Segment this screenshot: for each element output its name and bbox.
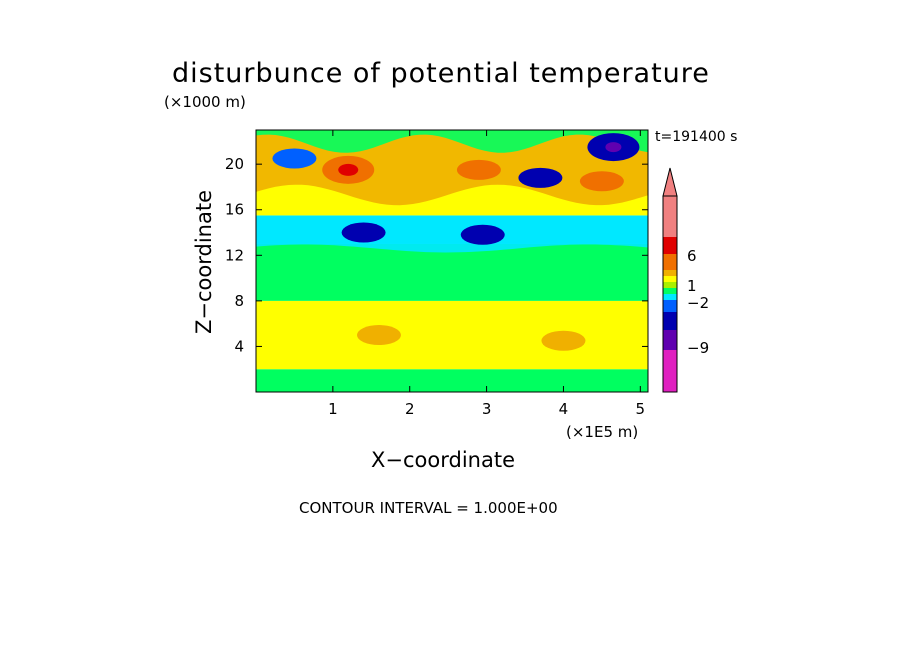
colorbar-arrow bbox=[662, 167, 678, 197]
y-tick-label: 20 bbox=[225, 155, 244, 173]
plot-frame bbox=[255, 129, 649, 393]
y-tick-label: 16 bbox=[225, 201, 244, 219]
colorbar-swatch bbox=[663, 276, 677, 282]
contour-feature bbox=[356, 325, 401, 346]
x-tick-label: 1 bbox=[328, 400, 338, 418]
contour-interval-label: CONTOUR INTERVAL = 1.000E+00 bbox=[299, 499, 558, 517]
field-band bbox=[256, 300, 648, 370]
x-tick-label: 3 bbox=[482, 400, 492, 418]
colorbar-swatch bbox=[663, 254, 677, 270]
x-axis: 1 2 3 4 5 bbox=[328, 130, 645, 418]
time-label: t=191400 s bbox=[655, 129, 738, 145]
colorbar-frame bbox=[662, 195, 678, 393]
y-axis-unit: (×1000 m) bbox=[164, 93, 246, 111]
y-tick-label: 4 bbox=[234, 337, 244, 355]
colorbar-swatch bbox=[663, 196, 677, 237]
x-axis-label: X−coordinate bbox=[371, 448, 515, 472]
colorbar-swatch bbox=[663, 282, 677, 288]
y-tick-label: 8 bbox=[234, 292, 244, 310]
contour-feature bbox=[456, 159, 501, 180]
contour-feature bbox=[272, 148, 317, 169]
colorbar-swatch bbox=[663, 300, 677, 312]
colorbar-label: 1 bbox=[687, 277, 697, 295]
y-tick-label: 12 bbox=[225, 246, 244, 264]
contour-field bbox=[256, 130, 648, 392]
contour-layer bbox=[256, 266, 648, 278]
colorbar-swatch bbox=[663, 288, 677, 294]
field-band bbox=[256, 369, 648, 392]
colorbar: 6 1−2 −9 bbox=[662, 167, 709, 393]
colorbar-swatch bbox=[663, 350, 677, 392]
colorbar-swatch bbox=[663, 294, 677, 300]
contour-layer bbox=[256, 130, 648, 153]
contour-layer bbox=[256, 241, 648, 253]
contour-feature bbox=[579, 171, 624, 192]
contour-feature-core bbox=[338, 163, 359, 176]
colorbar-swatch bbox=[663, 312, 677, 330]
contour-feature bbox=[541, 330, 586, 351]
colorbar-label: −2 bbox=[687, 294, 709, 312]
colorbar-swatch bbox=[663, 330, 677, 350]
x-tick-label: 5 bbox=[636, 400, 646, 418]
x-tick-label: 2 bbox=[405, 400, 415, 418]
colorbar-label: −9 bbox=[687, 339, 709, 357]
contour-feature-core bbox=[605, 142, 622, 153]
x-axis-unit: (×1E5 m) bbox=[566, 423, 639, 441]
colorbar-swatch bbox=[663, 237, 677, 254]
contour-feature bbox=[460, 224, 505, 245]
colorbar-label: 6 bbox=[687, 247, 697, 265]
y-axis: 4 8 12 16 20 bbox=[225, 155, 648, 355]
contour-feature bbox=[518, 167, 563, 188]
contour-feature bbox=[341, 222, 386, 243]
chart-title: disturbunce of potential temperature bbox=[172, 58, 710, 89]
field-band bbox=[256, 215, 648, 244]
colorbar-swatch bbox=[663, 270, 677, 276]
x-tick-label: 4 bbox=[559, 400, 569, 418]
